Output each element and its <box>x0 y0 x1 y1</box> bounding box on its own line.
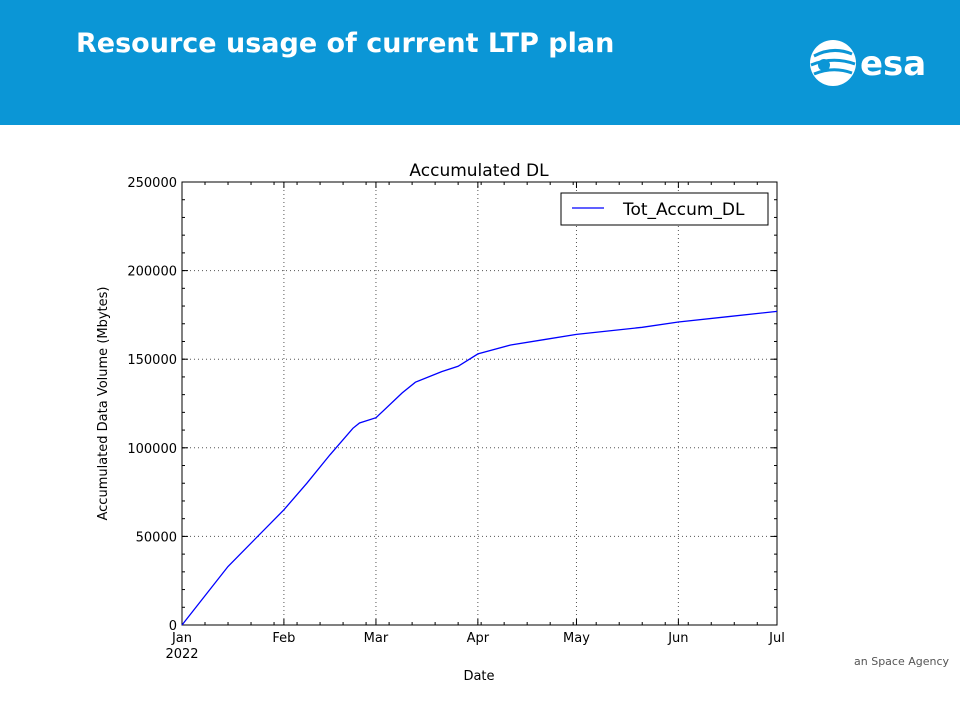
esa-logo: esa <box>810 40 926 86</box>
y-tick-label: 100000 <box>127 442 177 457</box>
y-tick-label: 50000 <box>136 530 177 545</box>
footer-agency-text: an Space Agency <box>854 655 950 668</box>
series-line-Tot_Accum_DL <box>181 310 778 626</box>
x-tick-year-label: 2022 <box>165 647 198 662</box>
x-tick-label: Feb <box>272 631 295 646</box>
esa-globe-icon <box>810 40 856 86</box>
y-tick-label: 250000 <box>127 176 177 191</box>
chart-title: Accumulated DL <box>409 161 549 181</box>
x-tick-label: Mar <box>364 631 389 646</box>
y-tick-label: 150000 <box>127 353 177 368</box>
ticks: 0 50000 100000 150000 200000 250000 Jan Feb Mar A… <box>127 176 784 662</box>
x-tick-label: May <box>563 631 590 646</box>
grid <box>182 182 777 625</box>
logo-text: esa <box>860 44 926 84</box>
x-tick-label: Jun <box>667 631 688 646</box>
accumulated-dl-chart: Accumulated DL 0 50000 100000 150000 200000 2… <box>96 161 785 680</box>
legend: Tot_Accum_DL <box>560 192 769 226</box>
y-tick-label: 0 <box>169 619 177 634</box>
y-axis-label: Accumulated Data Volume (Mbytes) <box>96 287 111 521</box>
plot-frame <box>181 181 778 626</box>
header-banner <box>0 0 960 125</box>
slide-title: Resource usage of current LTP plan <box>76 28 615 59</box>
x-tick-label: Apr <box>467 631 490 646</box>
series-layer <box>181 310 778 626</box>
x-axis-label: Date <box>463 669 494 680</box>
y-tick-label: 200000 <box>127 265 177 280</box>
legend-box <box>560 192 769 226</box>
x-tick-label: Jul <box>768 631 785 646</box>
legend-label: Tot_Accum_DL <box>622 200 745 220</box>
x-tick-label: Jan <box>171 631 192 646</box>
